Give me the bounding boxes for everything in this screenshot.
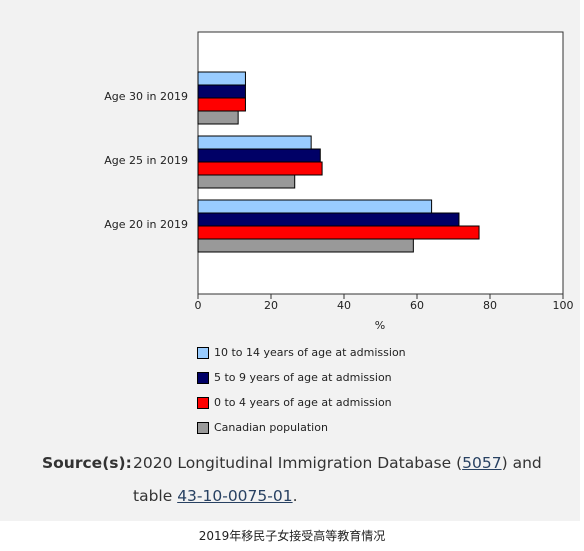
- chart-legend: 10 to 14 years of age at admission 5 to 9…: [197, 340, 406, 440]
- caption: 2019年移民子女接受高等教育情况: [198, 529, 386, 543]
- x-tick-label: 0: [195, 299, 202, 312]
- bar-1-1: [197, 148, 321, 163]
- bar-2-0: [197, 97, 246, 112]
- legend-item: 10 to 14 years of age at admission: [197, 340, 406, 365]
- bar-3-0: [197, 110, 239, 125]
- source-link-table[interactable]: 43-10-0075-01: [177, 487, 293, 505]
- bar-chart: Age 30 in 2019 Age 25 in 2019 Age 20 in 20…: [104, 31, 574, 332]
- bar-0-0: [197, 71, 246, 86]
- bar-1-0: [197, 84, 246, 99]
- x-tick-label: 40: [337, 299, 351, 312]
- source-note: Source(s): 2020 Longitudinal Immigration…: [42, 447, 562, 505]
- legend-item: Canadian population: [197, 415, 406, 440]
- legend-swatch: [197, 421, 209, 434]
- legend-swatch: [197, 346, 209, 359]
- bar-3-2: [197, 238, 414, 253]
- source-text-end: .: [292, 487, 298, 505]
- legend-label: Canadian population: [214, 421, 328, 434]
- x-tick-label: 20: [264, 299, 278, 312]
- bar-0-2: [197, 199, 433, 214]
- bar-1-2: [197, 212, 460, 227]
- source-body: 2020 Longitudinal Immigration Database (…: [133, 447, 553, 513]
- legend-label: 10 to 14 years of age at admission: [214, 346, 406, 359]
- x-tick-label: 80: [483, 299, 497, 312]
- legend-swatch: [197, 371, 209, 384]
- category-label: Age 25 in 2019: [104, 154, 188, 167]
- bar-2-1: [197, 161, 323, 176]
- legend-label: 0 to 4 years of age at admission: [214, 396, 392, 409]
- category-label: Age 30 in 2019: [104, 90, 188, 103]
- x-tick-label: 60: [410, 299, 424, 312]
- legend-item: 0 to 4 years of age at admission: [197, 390, 406, 415]
- legend-swatch: [197, 396, 209, 409]
- source-text-table: table: [133, 487, 178, 505]
- source-label: Source(s):: [42, 454, 132, 472]
- legend-label: 5 to 9 years of age at admission: [214, 371, 392, 384]
- bar-2-2: [197, 225, 480, 240]
- bar-0-1: [197, 135, 312, 150]
- source-link-5057[interactable]: 5057: [462, 454, 502, 472]
- category-label: Age 20 in 2019: [104, 218, 188, 231]
- x-axis-label: %: [375, 319, 385, 332]
- bar-3-1: [197, 174, 296, 189]
- legend-item: 5 to 9 years of age at admission: [197, 365, 406, 390]
- source-text-before: 2020 Longitudinal Immigration Database (: [133, 454, 463, 472]
- source-text-middle: ) and: [501, 454, 542, 472]
- x-tick-label: 100: [553, 299, 574, 312]
